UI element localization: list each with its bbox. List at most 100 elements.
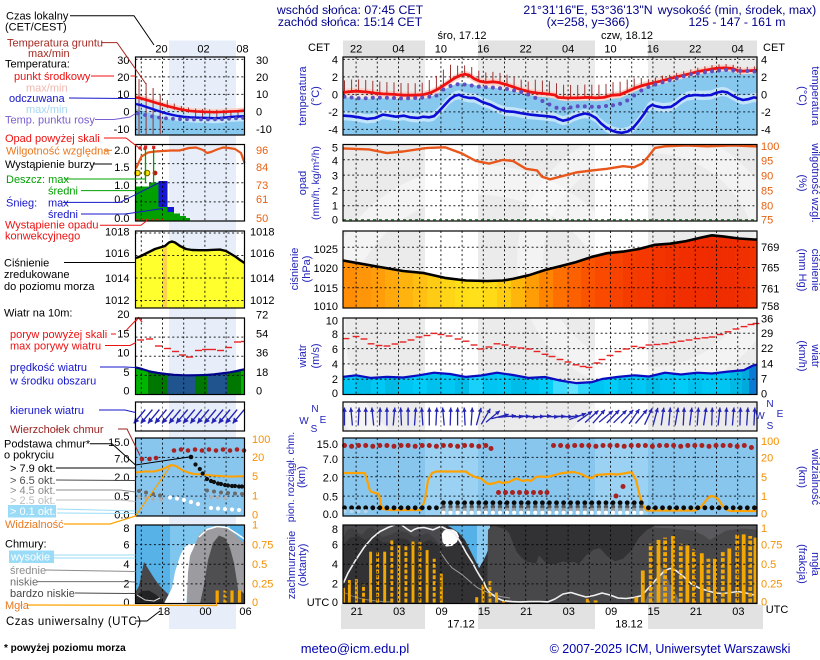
svg-text:20: 20: [761, 453, 773, 465]
svg-text:Wierzchołek chmur: Wierzchołek chmur: [10, 424, 104, 436]
svg-text:Temp. punktu rosy: Temp. punktu rosy: [5, 115, 95, 127]
svg-text:0: 0: [761, 89, 767, 101]
svg-text:72: 72: [256, 310, 268, 322]
svg-text:100: 100: [761, 141, 779, 153]
svg-text:758: 758: [761, 301, 779, 313]
svg-text:wilgotność wzgl.: wilgotność wzgl.: [809, 142, 820, 222]
svg-text:6: 6: [123, 540, 129, 552]
svg-text:(°C): (°C): [796, 86, 808, 106]
svg-text:0: 0: [761, 509, 767, 521]
svg-text:1010: 1010: [314, 301, 338, 313]
svg-text:1016: 1016: [250, 248, 274, 260]
svg-text:wysokie: wysokie: [10, 552, 50, 564]
svg-text:ciśnienie: ciśnienie: [289, 248, 301, 291]
svg-text:10: 10: [117, 348, 129, 360]
svg-text:0.25: 0.25: [252, 579, 273, 591]
svg-text:niskie: niskie: [10, 577, 38, 589]
svg-text:6: 6: [332, 540, 338, 552]
svg-text:1012: 1012: [105, 295, 129, 307]
svg-text:(km): (km): [296, 466, 308, 488]
svg-text:22: 22: [350, 44, 362, 56]
svg-text:10: 10: [326, 316, 338, 328]
svg-text:Wystąpienie burzy: Wystąpienie burzy: [5, 159, 95, 171]
svg-text:> 0.1 okt.: > 0.1 okt.: [10, 506, 56, 518]
svg-text:1.5: 1.5: [114, 162, 129, 174]
svg-text:2: 2: [332, 579, 338, 591]
svg-text:2: 2: [332, 374, 338, 386]
svg-text:0: 0: [123, 107, 129, 119]
svg-text:mgła: mgła: [809, 552, 820, 577]
svg-text:(m/s): (m/s): [310, 343, 322, 368]
svg-text:Ciśnienie: Ciśnienie: [4, 258, 49, 270]
svg-text:CET: CET: [308, 42, 330, 54]
svg-text:> 4.5 okt.: > 4.5 okt.: [10, 485, 56, 497]
svg-text:Czas uniwersalny (UTC): Czas uniwersalny (UTC): [6, 616, 142, 628]
svg-text:max: max: [48, 197, 69, 209]
svg-text:100: 100: [761, 436, 779, 448]
svg-text:10: 10: [435, 44, 447, 56]
svg-text:(%): (%): [796, 174, 808, 191]
svg-text:1: 1: [761, 523, 767, 535]
svg-text:max porywy wiatru: max porywy wiatru: [10, 341, 101, 353]
svg-text:02: 02: [197, 44, 209, 56]
svg-text:Widzialność: Widzialność: [5, 519, 64, 531]
svg-text:8: 8: [332, 524, 338, 536]
svg-text:0.5: 0.5: [761, 559, 776, 571]
svg-text:21: 21: [520, 606, 532, 618]
svg-text:prędkość wiatru: prędkość wiatru: [10, 362, 87, 374]
svg-text:0.5: 0.5: [323, 492, 338, 504]
svg-text:-4: -4: [761, 124, 771, 136]
svg-text:03: 03: [563, 606, 575, 618]
svg-text:3: 3: [332, 171, 338, 183]
svg-text:80: 80: [761, 201, 773, 213]
svg-text:1018: 1018: [250, 227, 274, 239]
svg-text:09: 09: [435, 606, 447, 618]
svg-text:pion. rozciągł. chm.: pion. rozciągł. chm.: [285, 432, 297, 522]
svg-text:E: E: [320, 415, 327, 426]
svg-text:0.0: 0.0: [114, 213, 129, 225]
svg-text:0: 0: [332, 89, 338, 101]
svg-text:85: 85: [761, 186, 773, 198]
svg-text:61: 61: [256, 194, 268, 206]
svg-text:22: 22: [689, 44, 701, 56]
svg-text:(km): (km): [796, 466, 808, 488]
svg-text:0: 0: [761, 597, 767, 609]
svg-text:> 6.5 okt.: > 6.5 okt.: [10, 475, 56, 487]
svg-text:(oktanty): (oktanty): [297, 544, 309, 587]
svg-text:-10: -10: [114, 124, 130, 136]
svg-text:W: W: [299, 416, 309, 427]
svg-text:15: 15: [647, 606, 659, 618]
svg-text:36: 36: [256, 348, 268, 360]
svg-text:21: 21: [690, 606, 702, 618]
svg-text:(CET/CEST): (CET/CEST): [5, 22, 67, 34]
svg-text:1: 1: [252, 520, 258, 532]
svg-text:konwekcyjnego: konwekcyjnego: [5, 231, 80, 243]
svg-text:Wystąpienie opadu: Wystąpienie opadu: [5, 220, 98, 232]
svg-text:temperatura: temperatura: [809, 66, 820, 126]
svg-text:14: 14: [761, 359, 773, 371]
svg-text:0: 0: [123, 597, 129, 609]
svg-text:zachmurzenie: zachmurzenie: [286, 531, 298, 599]
svg-text:w środku obszaru: w środku obszaru: [9, 376, 96, 388]
svg-text:wschód słońca: 07:45 CET: wschód słońca: 07:45 CET: [276, 3, 424, 17]
svg-text:08: 08: [236, 44, 248, 56]
svg-text:średnie: średnie: [10, 565, 46, 577]
svg-text:max/min: max/min: [26, 83, 68, 95]
svg-text:7.0: 7.0: [114, 454, 129, 466]
svg-text:2.0: 2.0: [114, 472, 129, 484]
svg-text:E: E: [777, 409, 784, 420]
svg-text:meteo@icm.edu.pl: meteo@icm.edu.pl: [301, 641, 410, 656]
svg-text:widzialność: widzialność: [809, 448, 820, 506]
svg-text:0.5: 0.5: [114, 491, 129, 503]
svg-text:-4: -4: [328, 124, 338, 136]
svg-text:84: 84: [256, 162, 268, 174]
svg-text:-2: -2: [328, 107, 338, 119]
svg-text:75: 75: [761, 215, 773, 227]
svg-text:* powyżej poziomu morza: * powyżej poziomu morza: [4, 643, 126, 654]
svg-text:5: 5: [123, 367, 129, 379]
svg-text:15.0: 15.0: [108, 437, 129, 449]
svg-text:95: 95: [761, 156, 773, 168]
svg-text:Czas lokalny: Czas lokalny: [6, 11, 69, 23]
svg-text:0: 0: [252, 597, 258, 609]
svg-text:06: 06: [239, 606, 251, 618]
